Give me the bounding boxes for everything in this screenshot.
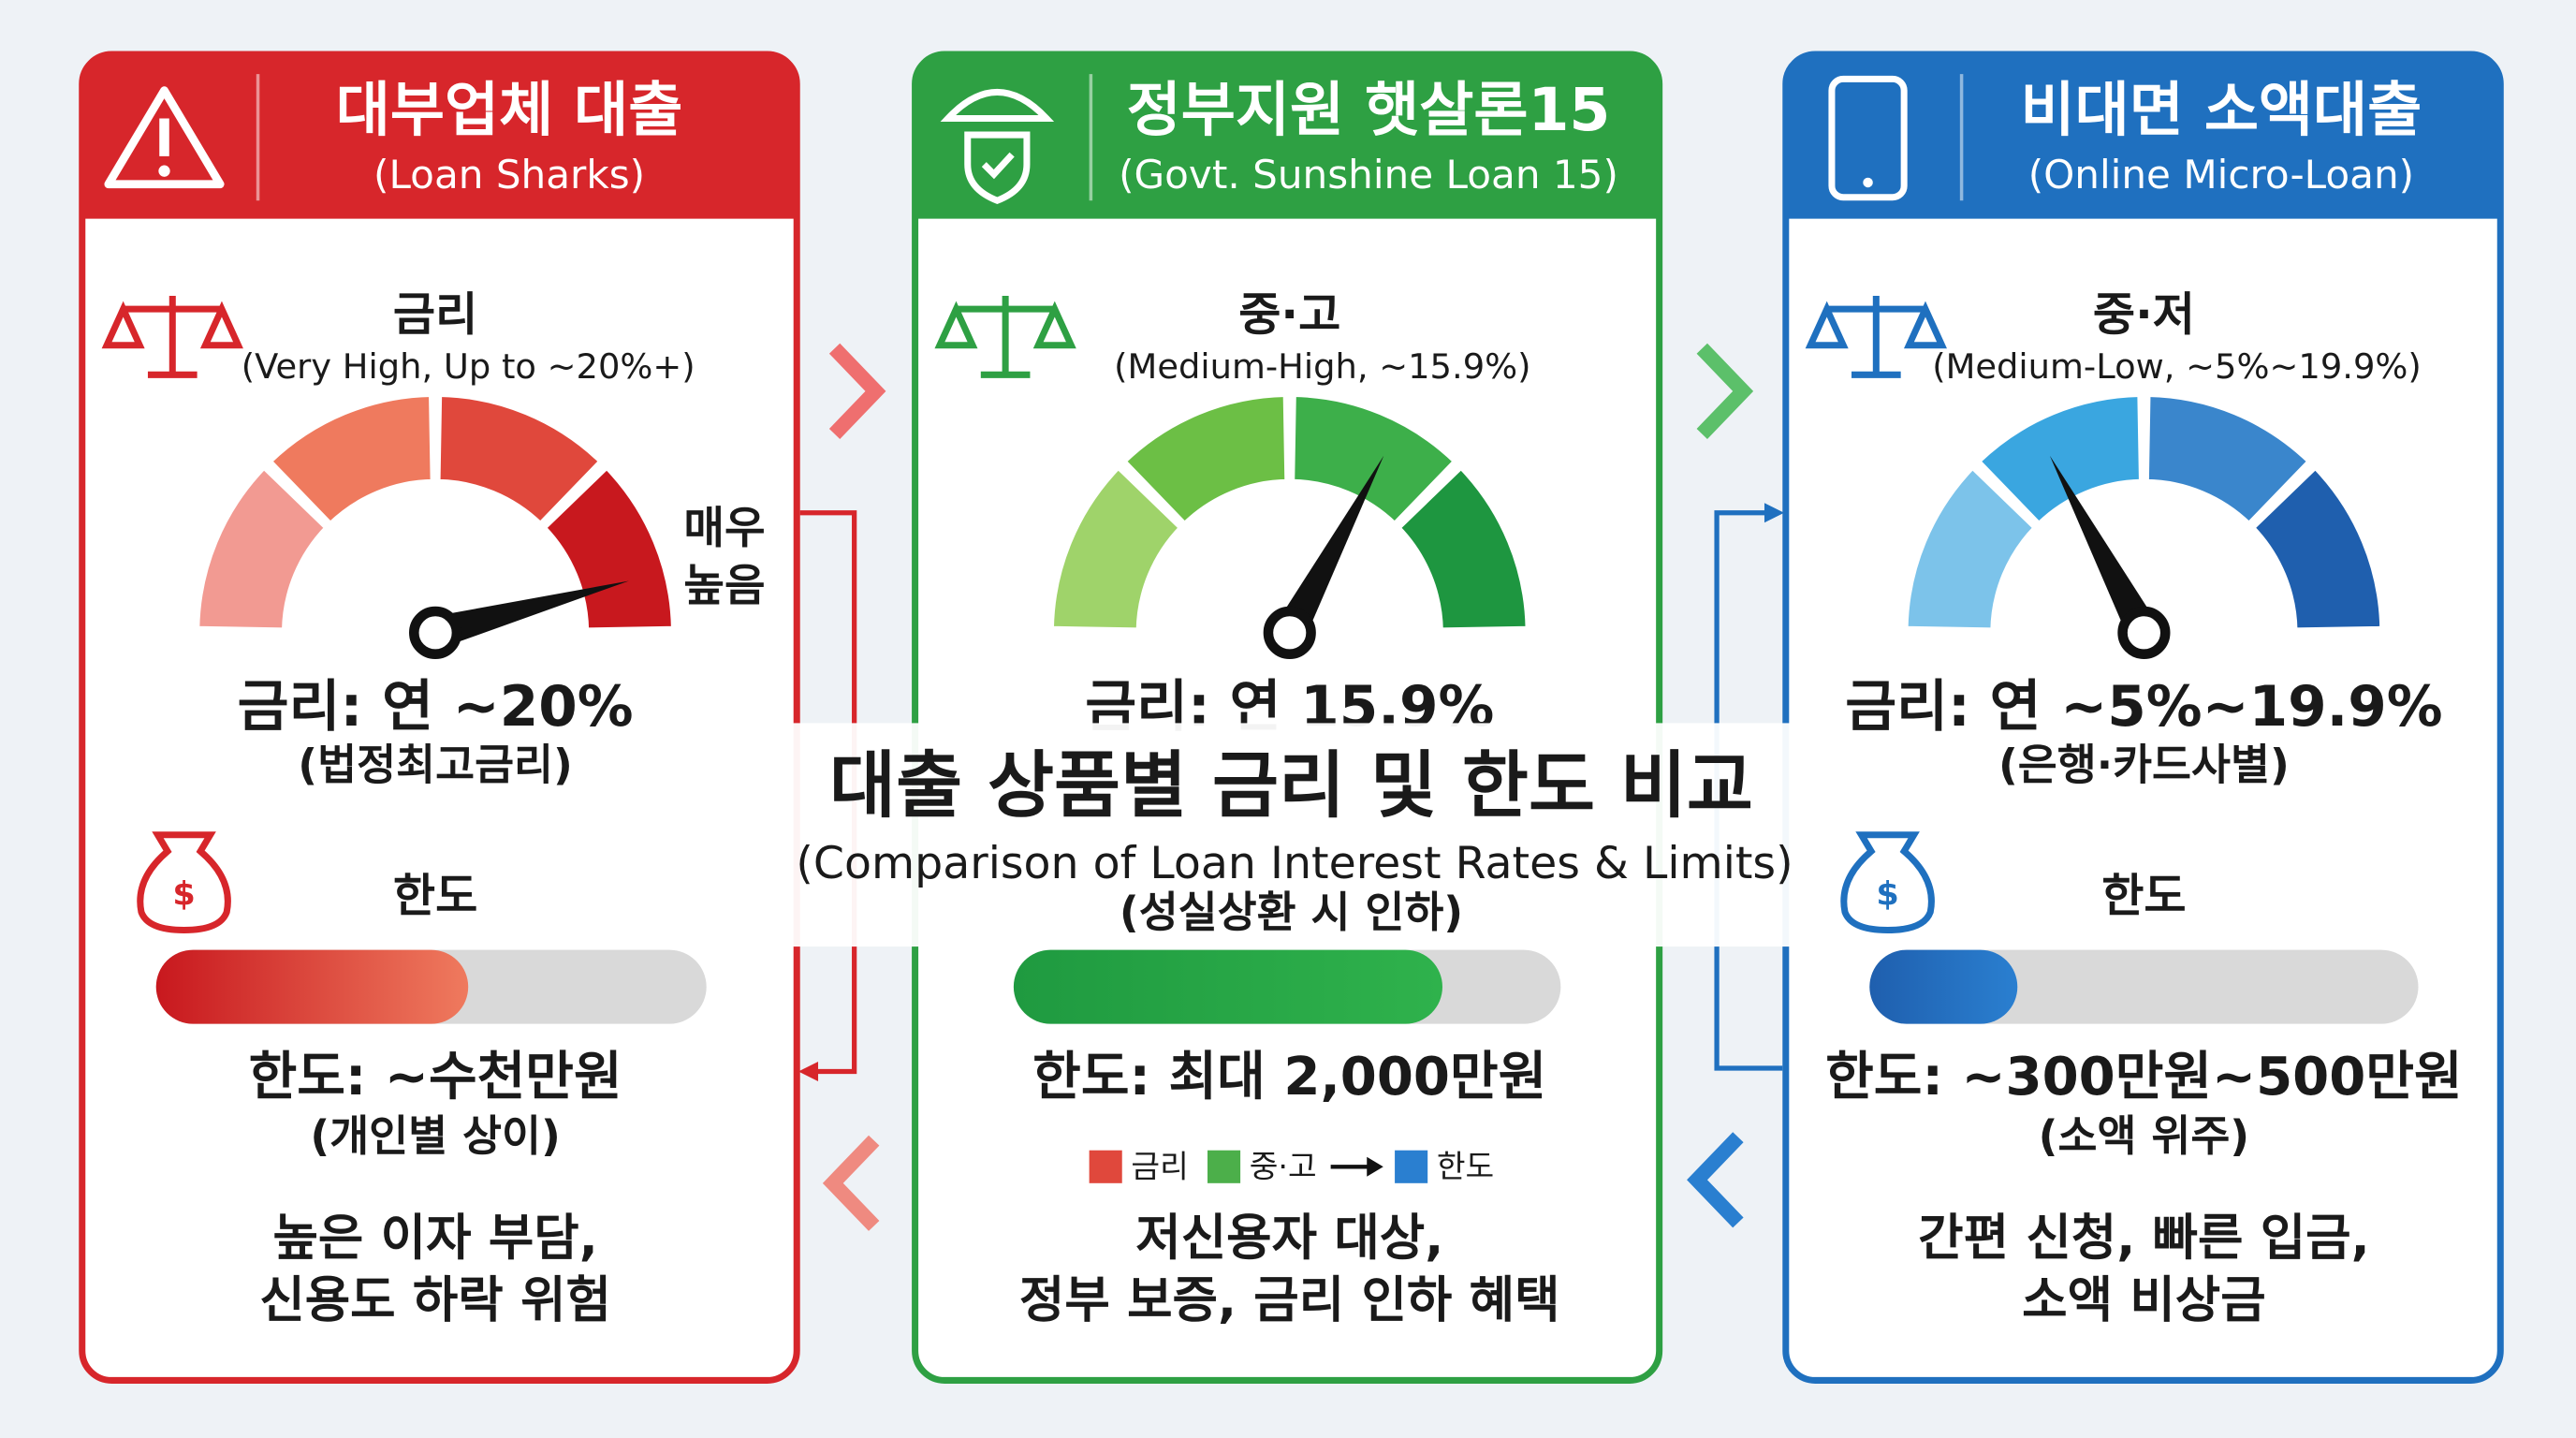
panel-header <box>81 54 798 219</box>
rate-desc: (Medium-Low, ~5%~19.9%) <box>1932 346 2422 387</box>
gauge-segment <box>1903 463 2039 633</box>
gauge-hub <box>2117 606 2171 659</box>
legend-label: 한도 <box>1437 1149 1494 1185</box>
limit-value: 한도: 최대 2,000만원 <box>1032 1047 1546 1108</box>
panels: 대부업체 대출 (Loan Sharks) 금리 (Very High, Up to … <box>79 51 2504 1384</box>
rate-desc: (Very High, Up to ~20%+) <box>242 346 695 387</box>
icon-warning <box>104 86 225 189</box>
rate-label: 중·저 <box>2093 286 2195 341</box>
rate-icon <box>1805 296 1947 378</box>
rate-value: 금리: 연 ~20% <box>238 675 634 740</box>
limit-value: 한도: ~수천만원 <box>249 1047 622 1108</box>
legend-label: 중·고 <box>1250 1149 1317 1185</box>
gauge-needle <box>2049 455 2159 641</box>
legend-swatch <box>1395 1150 1428 1183</box>
summary-line: 높은 이자 부담, <box>272 1210 597 1267</box>
money-bag-icon <box>137 831 231 934</box>
gauge-segment <box>540 463 677 633</box>
chevron <box>822 1135 880 1231</box>
limit-label: 한도 <box>393 869 477 923</box>
gauge-segment <box>194 463 330 633</box>
limit-fill <box>1013 949 1442 1024</box>
icon-shield <box>964 131 1031 205</box>
money-bag-icon <box>1840 831 1935 934</box>
money-bag-icon: $ <box>1876 875 1898 914</box>
rate-note: (법정최고금리) <box>298 740 573 789</box>
gauge-segment <box>1048 463 1185 633</box>
gauge-needle <box>431 580 629 649</box>
rate-label: 중·고 <box>1238 286 1340 341</box>
chevron <box>1687 1132 1744 1228</box>
gauge-hub <box>1263 606 1316 659</box>
legend-swatch <box>1089 1150 1122 1183</box>
limit-label: 한도 <box>2101 869 2186 923</box>
center-title: 대출 상품별 금리 및 한도 비교 <box>829 743 1753 828</box>
center-banner <box>784 723 1792 947</box>
gauge-hub <box>409 606 462 659</box>
legend-arrow <box>1367 1156 1383 1177</box>
icon-check <box>981 152 1015 180</box>
summary-line: 저신용자 대상, <box>1135 1210 1443 1267</box>
rate-note: (은행·카드사별) <box>1998 740 2290 789</box>
summary-line: 정부 보증, 금리 인하 혜택 <box>1019 1272 1560 1329</box>
panel-header <box>915 54 1660 219</box>
limit-fill <box>1869 949 2018 1024</box>
gauge-side-label: 높음 <box>683 560 765 611</box>
gauge-segment <box>2144 391 2313 528</box>
gauge-segment <box>266 391 435 528</box>
gauge-needle <box>1275 455 1384 641</box>
panel-title: 비대면 소액대출 <box>2020 75 2422 144</box>
legend-label: 금리 <box>1131 1149 1188 1185</box>
panel-subtitle: (Online Micro-Loan) <box>2028 152 2414 198</box>
limit-fill <box>155 949 469 1024</box>
arrowhead <box>798 1061 819 1081</box>
center-note: (성실상환 시 인하) <box>1120 888 1463 937</box>
icon-warning <box>158 165 170 177</box>
gauge-segment <box>2248 463 2385 633</box>
gauge-segment <box>435 391 605 528</box>
gauge-segment <box>1289 391 1459 528</box>
rate-desc: (Medium-High, ~15.9%) <box>1114 346 1530 387</box>
gauge-segment <box>1120 391 1290 528</box>
gauge-segment <box>1974 391 2144 528</box>
limit-note: (개인별 상이) <box>310 1111 560 1161</box>
panel-header <box>1785 54 2501 219</box>
panel-title: 정부지원 햇살론15 <box>1127 75 1611 144</box>
gauge-side-label: 매우 <box>683 503 765 554</box>
panel-title: 대부업체 대출 <box>336 75 683 144</box>
icon-phone <box>1828 75 1908 201</box>
summary-line: 소액 비상금 <box>2022 1272 2265 1329</box>
icon-umbrella <box>940 88 1055 123</box>
summary-line: 신용도 하락 위험 <box>259 1272 611 1329</box>
limit-value: 한도: ~300만원~500만원 <box>1825 1047 2463 1108</box>
panel-subtitle: (Loan Sharks) <box>373 152 645 198</box>
chevron <box>828 343 886 439</box>
rate-value: 금리: 연 ~5%~19.9% <box>1845 675 2442 740</box>
summary-line: 간편 신청, 빠른 입금, <box>1918 1210 2369 1267</box>
rate-label: 금리 <box>393 286 477 341</box>
gauge-segment <box>1395 463 1530 633</box>
arrowhead <box>1764 503 1785 523</box>
panel-subtitle: (Govt. Sunshine Loan 15) <box>1119 152 1618 198</box>
legend-swatch <box>1208 1150 1241 1183</box>
rate-icon <box>101 296 243 378</box>
icon-phone <box>1863 177 1873 188</box>
rate-icon <box>934 296 1076 378</box>
money-bag-icon: $ <box>172 875 195 914</box>
center-subtitle: (Comparison of Loan Interest Rates & Lim… <box>796 838 1793 889</box>
chevron <box>1696 343 1754 439</box>
limit-note: (소액 위주) <box>2039 1111 2250 1161</box>
